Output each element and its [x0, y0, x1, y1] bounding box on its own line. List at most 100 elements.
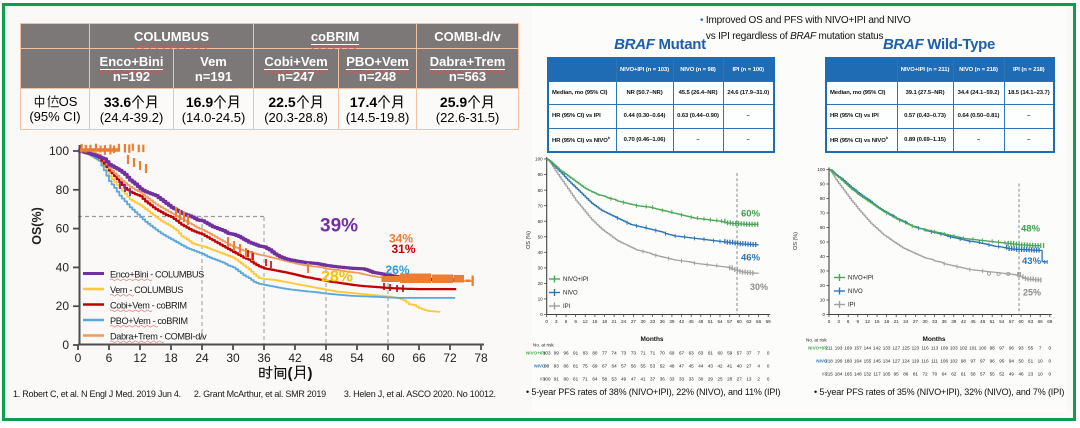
svg-text:81: 81	[573, 377, 579, 382]
svg-text:61: 61	[708, 351, 714, 356]
svg-text:12: 12	[133, 351, 147, 365]
svg-text:40: 40	[538, 250, 544, 255]
svg-text:96: 96	[563, 351, 569, 356]
svg-text:59: 59	[727, 351, 733, 356]
svg-text:53: 53	[650, 364, 656, 369]
svg-text:66: 66	[412, 351, 426, 365]
svg-text:30: 30	[640, 319, 646, 324]
svg-text:0: 0	[767, 364, 770, 369]
svg-text:57: 57	[980, 372, 986, 377]
svg-text:70: 70	[932, 372, 938, 377]
svg-text:41: 41	[640, 377, 646, 382]
svg-text:60: 60	[381, 351, 395, 365]
svg-text:48: 48	[980, 319, 986, 324]
svg-text:OS(%): OS(%)	[30, 207, 44, 245]
svg-text:55: 55	[990, 372, 996, 377]
svg-text:218: 218	[825, 359, 833, 364]
svg-text:103: 103	[543, 351, 551, 356]
svg-text:33: 33	[689, 377, 695, 382]
svg-text:40: 40	[820, 254, 826, 259]
svg-text:91: 91	[573, 351, 579, 356]
svg-text:36: 36	[660, 319, 666, 324]
svg-text:54: 54	[999, 319, 1005, 324]
svg-text:27: 27	[746, 364, 752, 369]
svg-text:63: 63	[1028, 319, 1034, 324]
svg-text:60: 60	[737, 319, 743, 324]
svg-text:33: 33	[650, 319, 656, 324]
svg-text:30%: 30%	[750, 282, 768, 292]
svg-text:98: 98	[544, 364, 550, 369]
svg-text:127: 127	[892, 359, 900, 364]
svg-text:69: 69	[592, 364, 598, 369]
svg-text:93: 93	[1018, 346, 1024, 351]
svg-text:72: 72	[922, 372, 928, 377]
svg-text:193: 193	[835, 346, 843, 351]
svg-text:42: 42	[288, 351, 302, 365]
svg-text:NIVO: NIVO	[848, 289, 863, 295]
svg-text:75: 75	[583, 364, 589, 369]
svg-text:49: 49	[1009, 372, 1015, 377]
svg-text:57: 57	[727, 319, 733, 324]
svg-text:Dabra+Trem - COMBI-d/v: Dabra+Trem - COMBI-d/v	[110, 331, 207, 341]
svg-text:46: 46	[1018, 372, 1024, 377]
svg-text:72: 72	[443, 351, 457, 365]
svg-text:10: 10	[1038, 359, 1044, 364]
svg-text:43: 43	[708, 364, 714, 369]
svg-text:42: 42	[961, 319, 967, 324]
svg-text:155: 155	[864, 359, 872, 364]
svg-text:184: 184	[835, 372, 843, 377]
svg-text:52: 52	[660, 364, 666, 369]
svg-text:0: 0	[822, 312, 825, 317]
svg-text:18: 18	[884, 319, 890, 324]
svg-text:20: 20	[56, 299, 70, 313]
svg-text:50: 50	[1018, 359, 1024, 364]
svg-text:74: 74	[612, 351, 618, 356]
svg-text:97: 97	[980, 359, 986, 364]
svg-text:55: 55	[640, 364, 646, 369]
svg-text:Vem - COLUMBUS: Vem - COLUMBUS	[110, 285, 183, 295]
svg-text:33: 33	[669, 377, 675, 382]
svg-text:12: 12	[865, 319, 871, 324]
svg-text:30: 30	[820, 269, 826, 274]
svg-text:0: 0	[767, 377, 770, 382]
svg-text:0: 0	[1049, 359, 1052, 364]
svg-text:80: 80	[820, 196, 826, 201]
svg-text:20: 20	[820, 283, 826, 288]
svg-text:56: 56	[631, 364, 637, 369]
svg-text:95: 95	[894, 372, 900, 377]
svg-text:95: 95	[999, 359, 1005, 364]
svg-text:123: 123	[912, 346, 920, 351]
svg-text:100: 100	[979, 346, 987, 351]
svg-text:80: 80	[56, 183, 70, 197]
svg-text:PBO+Vem - coBRIM: PBO+Vem - coBRIM	[110, 316, 188, 326]
svg-text:58: 58	[602, 377, 608, 382]
svg-text:55: 55	[1028, 346, 1034, 351]
svg-text:69: 69	[669, 351, 675, 356]
svg-text:102: 102	[960, 346, 968, 351]
svg-text:164: 164	[854, 359, 862, 364]
svg-text:66: 66	[1038, 319, 1044, 324]
svg-text:49: 49	[621, 377, 627, 382]
svg-text:0: 0	[767, 351, 770, 356]
svg-text:78: 78	[474, 351, 488, 365]
svg-text:80: 80	[538, 188, 544, 193]
svg-text:60: 60	[56, 222, 70, 236]
svg-text:NIVO+IPI: NIVO+IPI	[808, 346, 828, 351]
svg-text:62: 62	[951, 372, 957, 377]
svg-text:102: 102	[950, 359, 958, 364]
svg-text:70: 70	[820, 211, 826, 216]
svg-text:37: 37	[746, 351, 752, 356]
svg-text:67: 67	[602, 364, 608, 369]
svg-text:97: 97	[999, 346, 1005, 351]
svg-text:NIVO+IPI: NIVO+IPI	[848, 276, 874, 282]
svg-text:33: 33	[679, 377, 685, 382]
svg-text:132: 132	[864, 372, 872, 377]
svg-text:116: 116	[921, 346, 929, 351]
svg-text:27: 27	[631, 319, 637, 324]
svg-text:51: 51	[990, 319, 996, 324]
svg-text:48: 48	[319, 351, 333, 365]
svg-text:36: 36	[942, 319, 948, 324]
svg-text:98: 98	[990, 346, 996, 351]
svg-text:63: 63	[689, 351, 695, 356]
svg-text:93: 93	[554, 364, 560, 369]
